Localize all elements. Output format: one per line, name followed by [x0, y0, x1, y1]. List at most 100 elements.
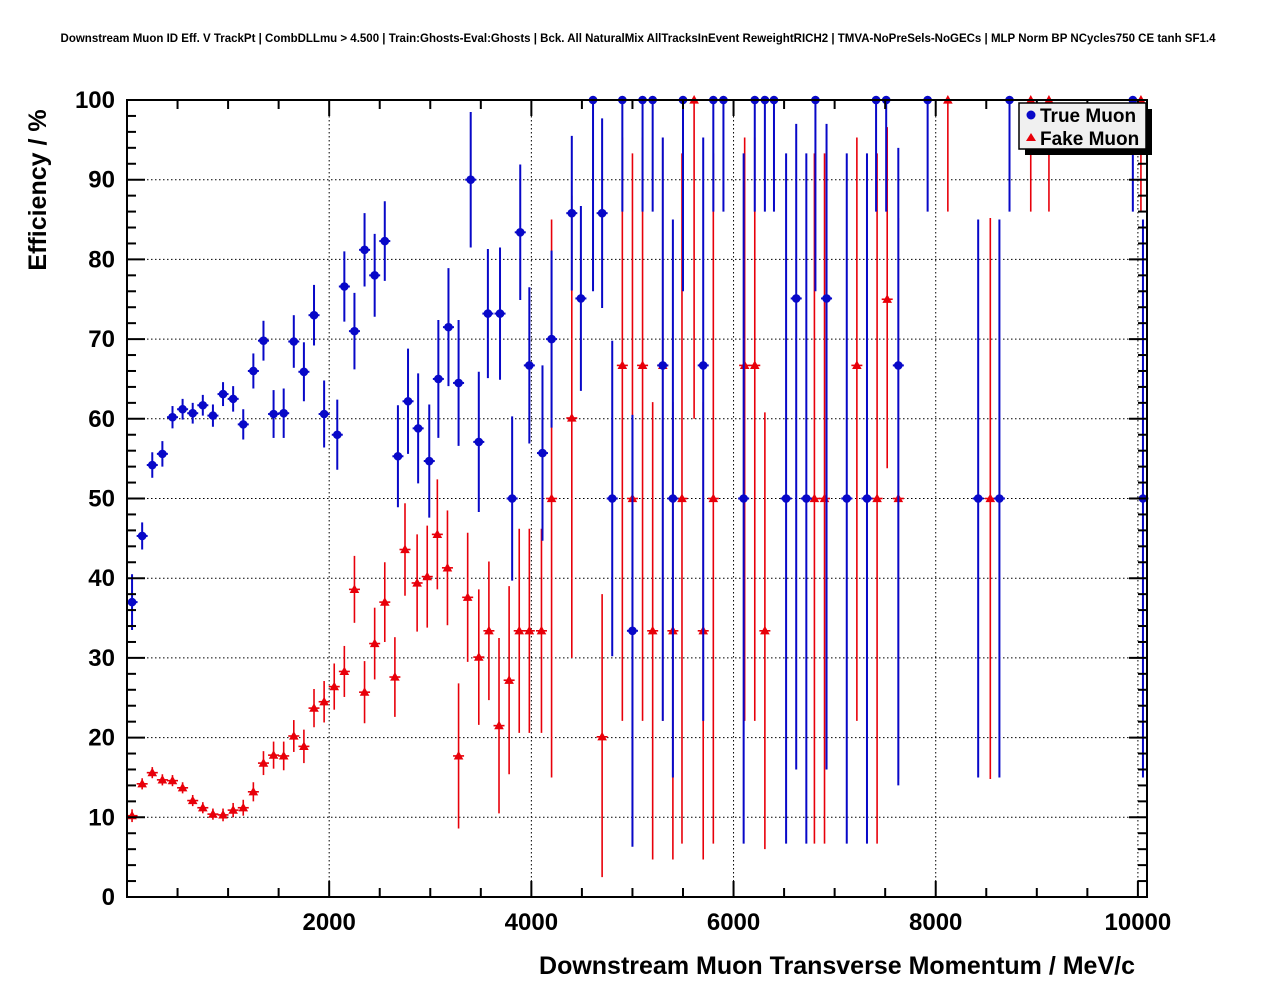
- data-point-fake-muon: [597, 731, 607, 741]
- data-point-fake-muon: [524, 625, 535, 635]
- data-point-fake-muon: [147, 767, 158, 777]
- data-point-true-muon: [538, 448, 547, 458]
- data-point-true-muon: [127, 597, 137, 607]
- legend-true-muon-marker-icon: [1026, 110, 1036, 120]
- data-point-true-muon: [403, 396, 413, 406]
- gridlines: [127, 100, 1147, 897]
- data-point-fake-muon: [422, 571, 433, 581]
- data-point-fake-muon: [514, 625, 525, 635]
- data-point-true-muon: [208, 411, 218, 420]
- data-point-true-muon: [137, 531, 147, 541]
- data-point-fake-muon: [319, 696, 329, 706]
- data-point-true-muon: [269, 409, 278, 419]
- data-series: [126, 95, 1149, 878]
- data-point-true-muon: [279, 408, 288, 418]
- data-point-true-muon: [567, 208, 577, 218]
- data-point-fake-muon: [473, 652, 484, 661]
- y-tick-label: 80: [88, 246, 115, 273]
- data-point-fake-muon: [187, 795, 198, 805]
- data-point-fake-muon: [453, 750, 464, 760]
- data-point-fake-muon: [749, 360, 760, 370]
- data-point-fake-muon: [369, 638, 380, 648]
- series-true-muon: [126, 95, 1149, 847]
- data-point-fake-muon: [484, 625, 494, 635]
- x-tick-label: 10000: [1105, 909, 1172, 936]
- data-point-fake-muon: [442, 562, 453, 572]
- data-point-fake-muon: [882, 294, 892, 303]
- data-point-fake-muon: [494, 720, 504, 730]
- data-point-true-muon: [218, 389, 228, 399]
- data-point-fake-muon: [137, 778, 147, 788]
- series-fake-muon: [126, 95, 1147, 878]
- data-point-true-muon: [289, 337, 299, 346]
- data-point-true-muon: [466, 175, 476, 184]
- legend-fake-muon-label: Fake Muon: [1040, 129, 1139, 150]
- data-point-true-muon: [393, 451, 403, 461]
- data-point-true-muon: [340, 282, 349, 291]
- y-tick-label: 30: [88, 645, 115, 672]
- data-point-fake-muon: [329, 681, 340, 691]
- data-point-true-muon: [380, 236, 390, 246]
- data-point-fake-muon: [536, 625, 547, 635]
- data-point-true-muon: [822, 294, 831, 303]
- data-point-true-muon: [434, 374, 443, 384]
- y-tick-label: 40: [88, 565, 115, 592]
- data-point-true-muon: [658, 361, 668, 370]
- data-point-fake-muon: [852, 360, 862, 370]
- data-point-true-muon: [607, 494, 617, 503]
- data-point-true-muon: [249, 366, 258, 376]
- data-point-fake-muon: [739, 360, 750, 370]
- data-point-true-muon: [413, 424, 423, 433]
- data-point-fake-muon: [339, 666, 350, 676]
- data-point-fake-muon: [238, 802, 249, 812]
- data-point-fake-muon: [278, 750, 289, 760]
- data-point-true-muon: [474, 437, 484, 447]
- data-point-true-muon: [147, 460, 157, 470]
- data-point-true-muon: [168, 412, 177, 422]
- x-tick-label: 6000: [707, 909, 760, 936]
- data-point-fake-muon: [504, 675, 514, 684]
- data-point-fake-muon: [432, 529, 443, 538]
- legend-fake-muon-marker-icon: [1026, 133, 1036, 141]
- data-point-fake-muon: [390, 672, 400, 681]
- data-point-fake-muon: [248, 786, 259, 796]
- data-point-true-muon: [370, 271, 379, 280]
- data-point-true-muon: [198, 400, 208, 410]
- data-point-true-muon: [668, 494, 678, 503]
- data-point-fake-muon: [566, 413, 577, 422]
- data-point-fake-muon: [208, 809, 218, 818]
- plot-title: Downstream Muon ID Eff. V TrackPt | Comb…: [61, 33, 1217, 45]
- legend-box: [1018, 102, 1147, 150]
- data-point-true-muon: [862, 494, 872, 503]
- data-point-true-muon: [444, 322, 453, 332]
- data-point-true-muon: [483, 309, 493, 318]
- y-tick-label: 0: [102, 884, 115, 911]
- data-point-true-muon: [525, 361, 534, 370]
- y-tick-label: 60: [88, 406, 115, 433]
- data-point-true-muon: [973, 494, 983, 503]
- data-point-true-muon: [309, 310, 319, 320]
- data-point-true-muon: [739, 494, 748, 503]
- data-point-true-muon: [228, 394, 238, 404]
- data-point-true-muon: [178, 404, 187, 414]
- legend-true-muon-label: True Muon: [1040, 106, 1136, 127]
- data-point-true-muon: [842, 494, 852, 503]
- data-point-fake-muon: [546, 493, 557, 503]
- data-point-fake-muon: [167, 775, 178, 785]
- data-point-fake-muon: [677, 493, 687, 503]
- data-point-fake-muon: [872, 493, 882, 503]
- data-point-fake-muon: [359, 687, 370, 696]
- data-point-true-muon: [698, 361, 708, 370]
- data-point-true-muon: [781, 494, 791, 503]
- data-point-true-muon: [515, 228, 525, 237]
- data-point-fake-muon: [379, 597, 390, 606]
- data-point-true-muon: [188, 408, 198, 418]
- x-tick-label: 2000: [302, 909, 355, 936]
- data-point-true-muon: [299, 367, 309, 377]
- y-tick-label: 100: [75, 87, 115, 114]
- data-point-fake-muon: [400, 544, 410, 554]
- data-point-fake-muon: [985, 493, 996, 503]
- data-point-fake-muon: [268, 750, 279, 759]
